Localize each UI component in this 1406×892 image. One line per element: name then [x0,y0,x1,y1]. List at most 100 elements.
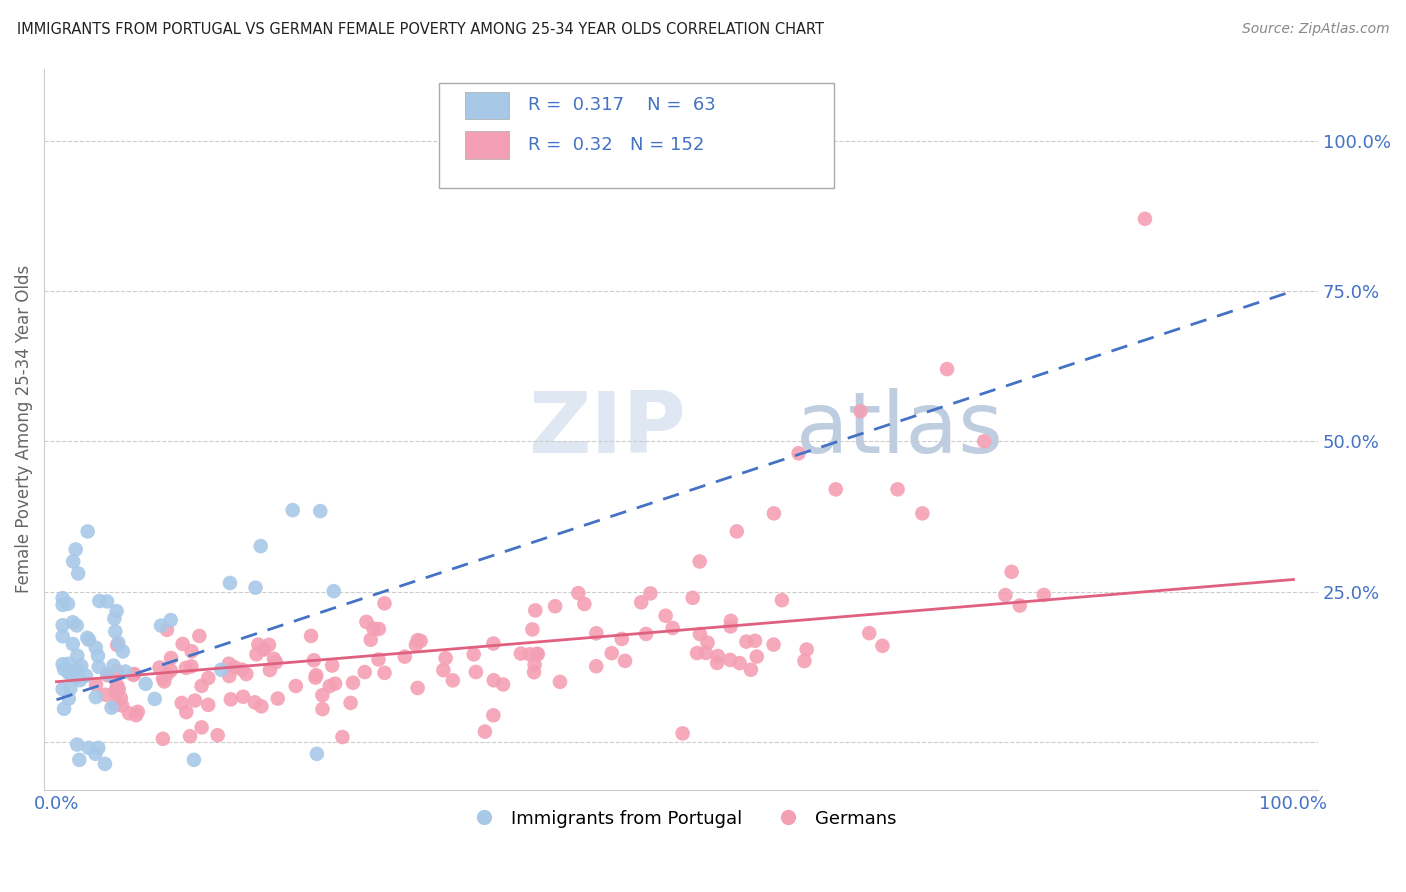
Point [66,738,89,752]
Point [689,554,711,568]
Point [394,649,416,664]
Point [100,700,122,714]
Point [96,666,118,681]
Point [342,675,364,690]
FancyBboxPatch shape [439,83,834,187]
Point [636,627,658,641]
Point [190,720,212,734]
Point [640,586,662,600]
Point [247,638,270,652]
Point [76,631,98,645]
Point [1000,565,1022,579]
Point [309,504,332,518]
Point [183,753,205,767]
Point [474,724,496,739]
Point [353,665,375,679]
Point [793,654,815,668]
Point [405,638,427,652]
Point [464,665,486,679]
Point [610,632,633,646]
Point [305,668,328,682]
Legend: Immigrants from Portugal, Germans: Immigrants from Portugal, Germans [458,803,904,835]
Point [197,671,219,685]
Point [159,664,181,678]
Point [567,586,589,600]
Point [849,404,872,418]
Point [84,747,107,761]
Point [66,663,89,677]
Point [235,667,257,681]
Point [796,642,818,657]
Point [87,660,110,674]
Point [311,688,333,702]
Point [243,695,266,709]
Point [994,588,1017,602]
Point [122,668,145,682]
Point [509,647,531,661]
Point [224,660,246,674]
Point [94,756,117,771]
Point [770,593,793,607]
Point [59,681,82,696]
Point [689,627,711,641]
Point [264,655,287,669]
Point [787,446,810,460]
Point [127,705,149,719]
Point [367,652,389,666]
Point [585,659,607,673]
Point [148,660,170,674]
Point [152,731,174,746]
Point [299,629,322,643]
Point [523,657,546,672]
Point [524,603,547,617]
Point [319,679,342,693]
Point [179,729,201,743]
Point [77,632,100,647]
Point [96,594,118,608]
Point [409,634,432,648]
Point [363,622,385,636]
Point [174,705,197,719]
Point [936,362,959,376]
Point [77,740,100,755]
Point [156,667,179,681]
Point [762,507,785,521]
Point [114,665,136,679]
Point [170,696,193,710]
Point [75,668,97,682]
Point [94,688,117,702]
Point [111,698,134,713]
Point [66,648,89,663]
Point [107,636,129,650]
Point [58,657,80,671]
Point [720,614,742,628]
Point [305,747,328,761]
Point [67,566,90,581]
Point [84,690,107,704]
Point [103,611,125,625]
Point [661,621,683,635]
Point [245,581,267,595]
Point [463,648,485,662]
Point [188,629,211,643]
Point [66,618,89,632]
Point [728,656,751,670]
Point [267,691,290,706]
Point [1133,211,1156,226]
Point [707,648,730,663]
Point [65,670,87,684]
Point [53,702,76,716]
Point [219,576,242,591]
Point [432,663,454,677]
Point [110,691,132,706]
Point [125,708,148,723]
Point [872,639,894,653]
Point [630,595,652,609]
Point [58,691,80,706]
Point [232,690,254,704]
Point [744,633,766,648]
Point [323,676,346,690]
Point [249,539,271,553]
Point [284,679,307,693]
Point [96,668,118,682]
